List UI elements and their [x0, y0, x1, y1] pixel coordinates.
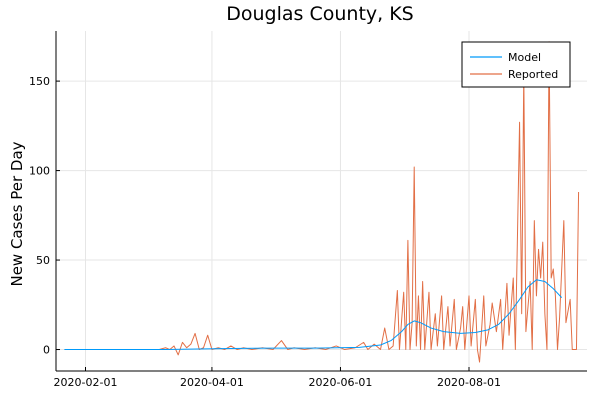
- legend-label: Model: [508, 51, 541, 64]
- y-tick-label: 0: [43, 344, 50, 357]
- axes: [55, 31, 587, 372]
- y-tick-label: 100: [29, 165, 50, 178]
- series-line-model: [64, 279, 563, 351]
- legend-box: [461, 41, 571, 88]
- series-line-reported: [64, 41, 580, 363]
- legend: Model Reported: [461, 41, 571, 88]
- y-tick-label: 50: [36, 254, 50, 267]
- legend-label: Reported: [508, 68, 558, 81]
- x-tick-label: 2020-06-01: [308, 376, 372, 389]
- series-layer: [64, 41, 580, 363]
- x-tick-label: 2020-02-01: [54, 376, 118, 389]
- y-tick-label: 150: [29, 75, 50, 88]
- y-axis-label: New Cases Per Day: [8, 141, 26, 286]
- tick-labels: 2020-02-01 2020-04-01 2020-06-01 2020-08-01…: [29, 75, 501, 389]
- x-tick-label: 2020-04-01: [180, 376, 244, 389]
- chart-title: Douglas County, KS: [226, 3, 414, 25]
- x-tick-label: 2020-08-01: [437, 376, 501, 389]
